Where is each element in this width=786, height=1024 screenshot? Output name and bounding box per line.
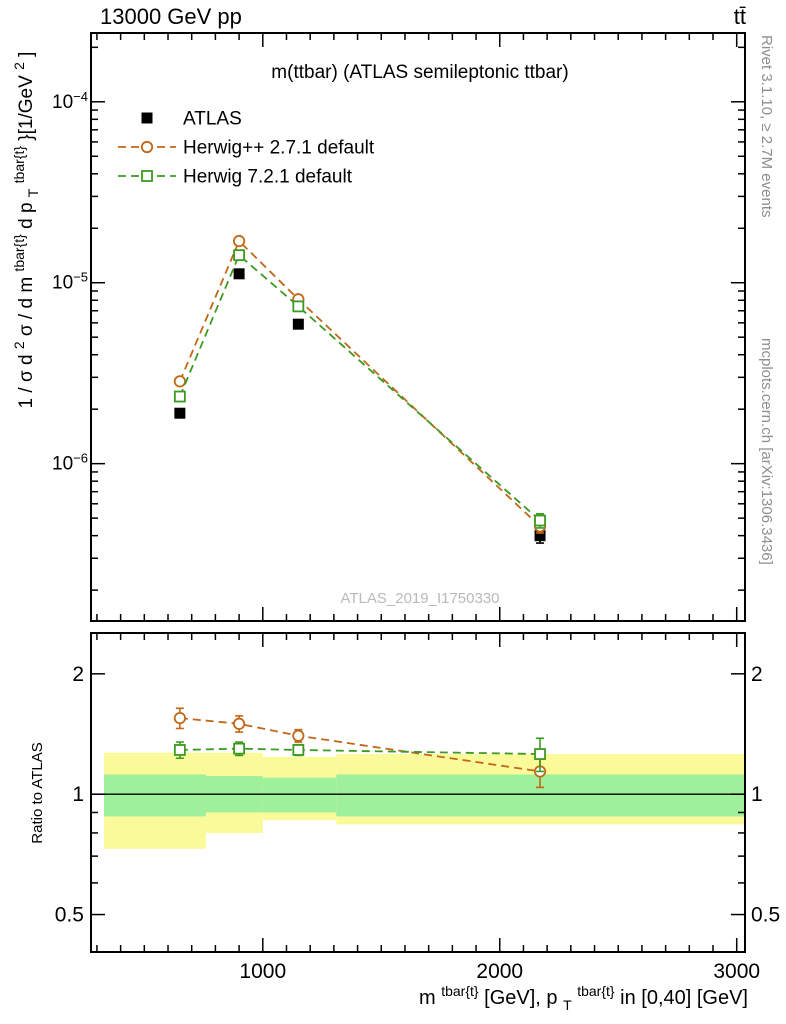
band-inner-segment xyxy=(104,774,206,817)
y-tick-label: 10−4 xyxy=(52,89,88,113)
ratio-series-herwig7 xyxy=(173,737,546,773)
ratio-tick-label-right: 2 xyxy=(751,663,763,686)
main-line-herwigpp xyxy=(179,239,541,528)
watermark: ATLAS_2019_I1750330 xyxy=(340,590,499,607)
ratio-line-herwigpp xyxy=(179,717,541,773)
legend-label-herwigpp: Herwig++ 2.7.1 default xyxy=(183,138,375,159)
main-line-herwig7 xyxy=(179,253,541,522)
main-plot-frame xyxy=(90,32,746,622)
ratio-tick-label-left: 1 xyxy=(72,783,84,806)
ratio-tick-label-left: 2 xyxy=(72,663,84,686)
y-tick-label: 10−5 xyxy=(52,270,88,294)
band-inner-segment xyxy=(262,777,337,813)
mcplots-arxiv-note: mcplots.cern.ch [arXiv:1306.3436] xyxy=(758,338,775,565)
y-tick-label: 10−6 xyxy=(52,451,88,475)
main-series-atlas xyxy=(174,268,546,544)
x-tick-label: 2000 xyxy=(476,960,523,983)
x-axis-title: m tbar{t} [GeV], p T tbar{t} in [0,40] [… xyxy=(419,979,748,1015)
ratio-tick-label-right: 0.5 xyxy=(751,904,780,927)
axis-ticks xyxy=(91,33,745,952)
ratio-uncertainty-bands xyxy=(104,752,745,849)
ratio-tick-label-right: 1 xyxy=(751,783,763,806)
rivet-version-note: Rivet 3.1.10, ≥ 2.7M events xyxy=(758,35,775,218)
main-series-herwigpp xyxy=(173,234,547,534)
legend: ATLAS Herwig++ 2.7.1 default Herwig 7.2.1 … xyxy=(118,109,375,188)
x-tick-label: 1000 xyxy=(239,960,286,983)
ratio-y-axis-title: Ratio to ATLAS xyxy=(29,742,46,843)
ratio-series-herwigpp xyxy=(173,707,547,789)
y-axis-title: 1 / σ d 2 σ / d m tbar{t} d p T tbar{t} … xyxy=(8,52,43,409)
ratio-plot-frame xyxy=(90,632,746,953)
ratio-line-herwig7 xyxy=(179,747,541,755)
legend-label-herwig7: Herwig 7.2.1 default xyxy=(183,167,353,188)
ratio-tick-label-left: 0.5 xyxy=(55,904,84,927)
process-label: tt̄ xyxy=(734,4,746,29)
main-series-herwig7 xyxy=(173,249,546,529)
tick-labels: 1000 2000 3000 10−4 10−5 10−6 2 2 1 1 0.5 0.5 xyxy=(52,89,780,983)
legend-label-atlas: ATLAS xyxy=(183,109,242,130)
x-tick-label: 3000 xyxy=(713,960,760,983)
panel-title: m(ttbar) (ATLAS semileptonic ttbar) xyxy=(271,62,568,83)
beam-energy-label: 13000 GeV pp xyxy=(100,4,242,29)
